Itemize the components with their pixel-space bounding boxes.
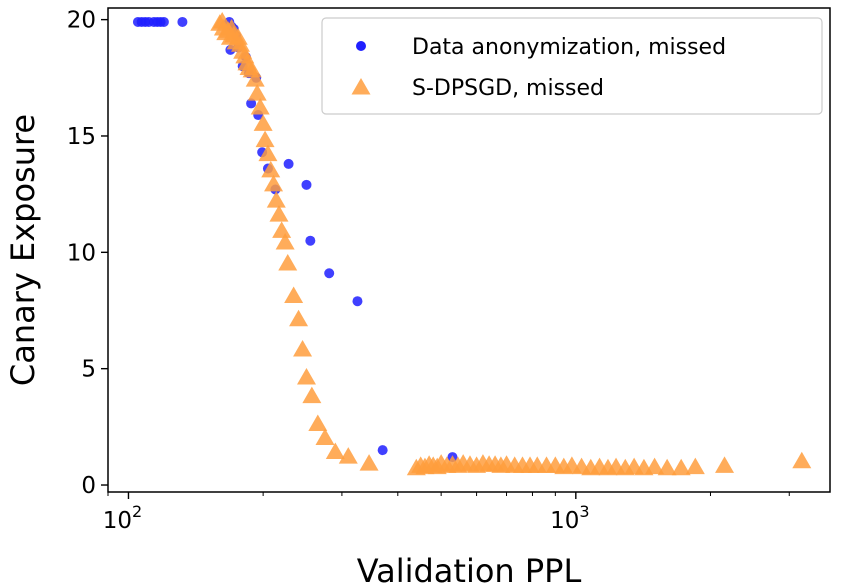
dpsgd-point: [289, 309, 309, 327]
anonymization-point: [324, 268, 335, 279]
y-axis-label: Canary Exposure: [4, 114, 42, 386]
dpsgd-point: [338, 447, 358, 464]
dpsgd-point: [255, 130, 275, 148]
dpsgd-point: [284, 286, 304, 304]
y-tick-label: 0: [81, 473, 96, 499]
dpsgd-point: [266, 191, 286, 208]
dpsgd-point: [657, 458, 677, 476]
dpsgd-point: [275, 233, 295, 250]
dpsgd-point: [269, 205, 289, 222]
dpsgd-point: [359, 454, 379, 471]
dpsgd-point: [253, 114, 273, 131]
dpsgd-point: [278, 253, 298, 271]
dpsgd-point: [302, 386, 322, 404]
anonymization-point: [283, 158, 294, 169]
x-tick-label: 103: [550, 502, 589, 534]
legend: Data anonymization, missed S-DPSGD, miss…: [321, 17, 823, 115]
dpsgd-point: [264, 174, 284, 192]
dpsgd-point: [272, 221, 292, 238]
y-axis-ticks: 0 5 10 15 20: [67, 8, 108, 499]
dpsgd-point: [715, 456, 735, 473]
dpsgd-point: [247, 84, 267, 101]
dpsgd-point: [315, 428, 335, 445]
anonymization-point: [246, 98, 257, 109]
dpsgd-point: [792, 451, 812, 469]
dpsgd-point: [308, 414, 328, 432]
y-tick-label: 5: [81, 357, 96, 383]
dpsgd-point: [258, 144, 278, 162]
legend-box: [321, 17, 823, 115]
x-tick-label: 102: [103, 502, 142, 534]
dpsgd-point: [261, 160, 281, 178]
dpsgd-point: [293, 340, 313, 357]
x-axis-ticks: 102 103: [103, 492, 790, 534]
dpsgd-point: [645, 457, 665, 475]
s-dpsgd-series: [210, 11, 812, 476]
dpsgd-point: [671, 458, 691, 476]
dpsgd-point: [685, 457, 705, 475]
dpsgd-point: [296, 367, 316, 385]
y-tick-label: 15: [67, 124, 96, 150]
x-axis-label: Validation PPL: [357, 552, 582, 587]
dpsgd-point: [325, 442, 345, 459]
plot-frame: [107, 7, 831, 493]
dpsgd-point: [250, 98, 270, 115]
legend-marker-triangle-icon: [351, 78, 371, 95]
anonymization-point: [305, 235, 316, 246]
anonymization-point: [158, 16, 169, 27]
legend-marker-circle-icon: [356, 41, 366, 51]
anonymization-point: [377, 445, 388, 456]
anonymization-point: [301, 179, 312, 190]
anonymization-point: [177, 16, 188, 27]
legend-label-data-anonymization: Data anonymization, missed: [412, 35, 726, 60]
dpsgd-point: [245, 70, 265, 87]
legend-label-s-dpsgd: S-DPSGD, missed: [412, 76, 604, 101]
anonymization-point: [352, 296, 363, 307]
y-tick-label: 20: [67, 8, 96, 34]
y-tick-label: 10: [67, 240, 96, 266]
